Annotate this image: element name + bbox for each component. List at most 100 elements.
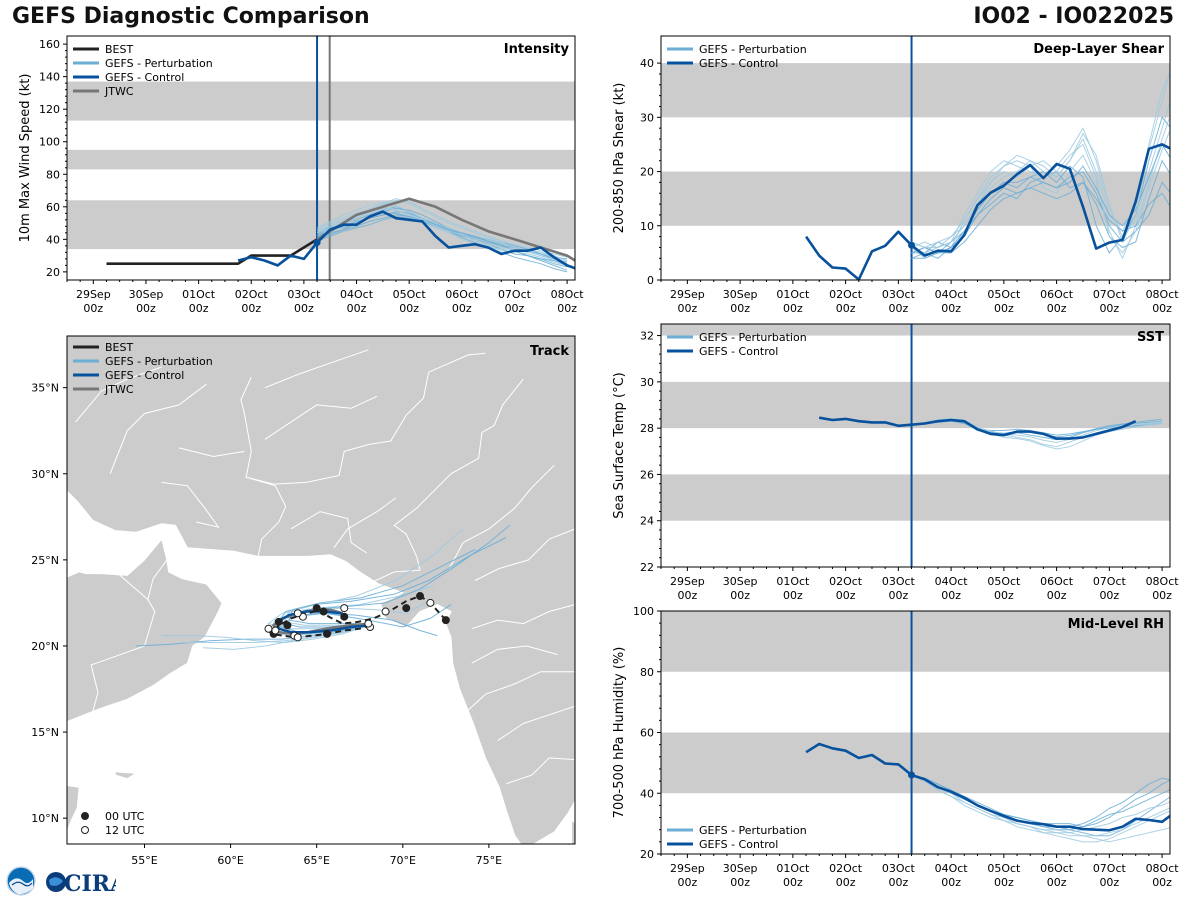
intensity-xtick-hour: 00z [557, 302, 577, 315]
rh-series-gefs-control [805, 742, 1170, 832]
sst-xtick-hour: 00z [1047, 589, 1067, 602]
country-border [448, 464, 555, 569]
lon-tick-label: 65°E [303, 854, 329, 867]
rh-ytick-label: 40 [640, 787, 654, 800]
intensity-ytick-label: 20 [46, 266, 60, 279]
shear-xtick-hour: 00z [1099, 302, 1119, 315]
shear-xtick-hour: 00z [994, 302, 1014, 315]
shear-ytick-label: 0 [647, 274, 654, 287]
shear-xtick-date: 01Oct [776, 288, 810, 301]
shear-ensemble-member [911, 69, 1170, 249]
intensity-ytick-label: 40 [46, 233, 60, 246]
intensity-plot-area [67, 36, 575, 280]
rh-ensemble-member [911, 774, 1170, 837]
intensity-ylabel: 10m Max Wind Speed (kt) [18, 74, 33, 243]
intensity-init-marker [313, 239, 321, 247]
country-border [371, 378, 524, 583]
rh-plot-area [661, 611, 1170, 854]
shear-xtick-date: 06Oct [1040, 288, 1074, 301]
intensity-xtick-date: 07Oct [498, 288, 532, 301]
intensity-xtick-date: 04Oct [340, 288, 374, 301]
intensity-legend-label: JTWC [104, 85, 134, 98]
best-track-point [402, 604, 411, 613]
country-border [264, 395, 378, 440]
intensity-xtick-hour: 00z [136, 302, 156, 315]
best-track-point [441, 616, 450, 625]
sst-xtick-hour: 00z [1099, 589, 1119, 602]
shear-legend-label: GEFS - Perturbation [699, 43, 807, 56]
intensity-xtick-date: 05Oct [393, 288, 427, 301]
storm-id: IO02 - IO022025 [973, 4, 1174, 29]
sst-xtick-date: 05Oct [987, 575, 1021, 588]
intensity-xtick-hour: 00z [83, 302, 103, 315]
rh-xtick-hour: 00z [730, 876, 750, 889]
rh-legend-label: GEFS - Perturbation [699, 824, 807, 837]
shear-ensemble-member [911, 114, 1170, 260]
land-polygon [67, 784, 80, 833]
intensity-xtick-date: 06Oct [445, 288, 479, 301]
lon-tick-label: 75°E [476, 854, 502, 867]
sst-xtick-date: 02Oct [829, 575, 863, 588]
country-border [505, 757, 575, 785]
best-track-point [293, 633, 302, 642]
chart-intensity: 2040608010012014016029Sep00z30Sep00z01Oc… [18, 35, 584, 315]
shear-xtick-hour: 00z [730, 302, 750, 315]
country-border [471, 604, 575, 630]
shear-ytick-label: 30 [640, 111, 654, 124]
shear-ensemble-member [911, 129, 1170, 254]
lat-tick-label: 10°N [31, 812, 59, 825]
sst-ensemble-member [911, 417, 1163, 444]
track-panel-title: Track [530, 344, 569, 359]
intensity-ytick-label: 60 [46, 201, 60, 214]
shear-xtick-date: 29Sep [670, 288, 705, 301]
lat-tick-label: 15°N [31, 726, 59, 739]
best-track-point [323, 629, 332, 638]
rh-xtick-date: 06Oct [1040, 862, 1074, 875]
land-polygon [114, 771, 138, 780]
rh-xtick-date: 01Oct [776, 862, 810, 875]
sst-ytick-label: 26 [640, 468, 654, 481]
rh-legend-label: GEFS - Control [699, 838, 778, 851]
lat-tick-label: 20°N [31, 640, 59, 653]
sst-ytick-label: 24 [640, 515, 654, 528]
lat-tick-label: 30°N [31, 468, 59, 481]
country-border [245, 352, 486, 485]
shear-xtick-hour: 00z [677, 302, 697, 315]
intensity-panel-title: Intensity [504, 42, 570, 57]
shear-xtick-date: 30Sep [723, 288, 758, 301]
chart-sst: 22242628303229Sep00z30Sep00z01Oct00z02Oc… [612, 323, 1180, 602]
ensemble-track [182, 624, 371, 643]
rh-xtick-hour: 00z [677, 876, 697, 889]
sst-ytick-label: 30 [640, 376, 654, 389]
intensity-legend-label: GEFS - Control [105, 71, 184, 84]
rh-ytick-label: 100 [633, 605, 654, 618]
sst-frame [660, 323, 1171, 568]
sst-series-gefs-control [818, 416, 1137, 440]
sst-plot-area [661, 324, 1170, 567]
sst-xtick-hour: 00z [888, 589, 908, 602]
rh-ytick-label: 20 [640, 848, 654, 861]
shear-xtick-date: 03Oct [882, 288, 916, 301]
ensemble-track [283, 528, 464, 626]
shear-ensemble-member [911, 181, 1170, 259]
intensity-ytick-label: 120 [39, 103, 60, 116]
rh-ylabel: 700-500 hPa Humidity (%) [612, 647, 627, 819]
rh-xtick-date: 29Sep [670, 862, 705, 875]
best-track-point [319, 607, 328, 616]
intensity-xtick-hour: 00z [399, 302, 419, 315]
intensity-ytick-label: 160 [39, 38, 60, 51]
sst-xtick-date: 08Oct [1146, 575, 1180, 588]
cira-wordmark: CIRA [64, 871, 116, 897]
lat-tick-label: 35°N [31, 382, 59, 395]
rh-xtick-hour: 00z [994, 876, 1014, 889]
shear-ylabel: 200-850 hPa Shear (kt) [612, 83, 627, 234]
shear-ytick-label: 10 [640, 220, 654, 233]
sst-xtick-hour: 00z [1152, 589, 1172, 602]
sst-panel-title: SST [1137, 330, 1164, 345]
marker-legend-label: 00 UTC [105, 810, 145, 823]
shear-xtick-date: 04Oct [935, 288, 969, 301]
country-border [471, 645, 558, 664]
rh-xtick-hour: 00z [836, 876, 856, 889]
country-border [333, 497, 397, 549]
shear-xtick-date: 07Oct [1093, 288, 1127, 301]
